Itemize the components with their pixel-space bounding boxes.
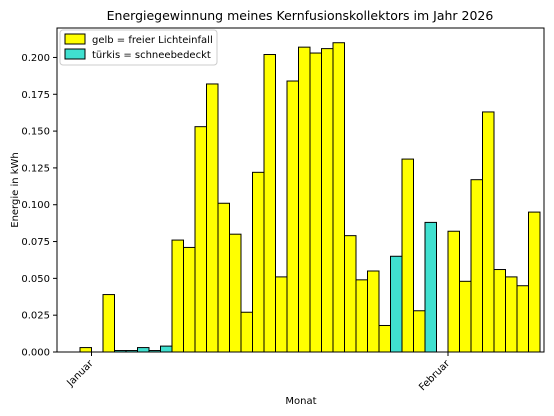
y-tick-label-6: 0.150 [21,127,50,138]
bar-series0-day-26 [378,324,391,353]
y-tick-label-2: 0.050 [21,274,50,285]
bar-series0-day-12 [217,202,230,353]
bar-series0-day-10 [194,126,207,353]
bar-series0-day-9 [183,246,196,353]
y-axis-label: Energie in kWh [10,152,21,228]
bar-series1-day-7 [160,345,173,353]
bar-series0-day-16 [263,54,276,353]
plot-frame [56,27,545,353]
bar-series0-day-19 [298,46,311,353]
y-tick-label-8: 0.200 [21,53,50,64]
bar-series0-day-29 [413,310,426,353]
bar-series1-day-5 [137,347,150,353]
legend-swatch-tuerkis [64,48,86,60]
y-tick-label-3: 0.075 [21,237,50,248]
bar-series0-day-23 [344,235,357,353]
legend: gelb = freier Lichteinfall türkis = schn… [59,29,218,66]
x-axis-label: Monat [285,396,316,407]
y-tick-label-0: 0.000 [21,348,50,359]
legend-label-tuerkis: türkis = schneebedeckt [92,50,211,61]
bar-series1-day-27 [390,255,403,353]
bar-series0-day-20 [309,52,322,353]
y-tick-label-1: 0.025 [21,311,50,322]
y-tick-label-7: 0.175 [21,90,50,101]
bar-series0-day-39 [528,211,541,353]
bar-series0-day-15 [252,171,265,353]
bar-series1-day-30 [424,221,437,353]
bar-series0-day-35 [482,111,495,353]
bar-series0-day-13 [229,233,242,353]
bar-series0-day-33 [459,280,472,353]
y-tick-label-4: 0.100 [21,200,50,211]
bar-series0-day-38 [516,285,529,353]
bar-series0-day-34 [470,179,483,353]
bar-series0-day-0 [79,347,92,353]
bar-series0-day-21 [321,48,334,353]
legend-label-gelb: gelb = freier Lichteinfall [92,35,213,46]
bar-series0-day-22 [332,42,345,353]
bar-series0-day-2 [102,294,115,353]
chart-title: Energiegewinnung meines Kernfusionskolle… [107,8,494,23]
bar-series0-day-32 [447,230,460,353]
bar-series0-day-36 [493,269,506,353]
bar-series0-day-14 [240,311,253,353]
bar-series0-day-25 [367,270,380,353]
bar-series0-day-24 [355,279,368,353]
bar-series0-day-11 [206,83,219,353]
legend-box [59,29,218,66]
bar-series0-day-37 [505,276,518,353]
bar-series0-day-28 [401,158,414,353]
legend-swatch-gelb [64,33,86,45]
y-tick-label-5: 0.125 [21,163,50,174]
bar-series0-day-18 [286,80,299,353]
bar-series0-day-8 [171,239,184,353]
bar-series0-day-17 [275,276,288,353]
y-axis: 0.000 0.025 0.050 0.075 0.100 0.125 0.150 0.175… [21,53,57,359]
